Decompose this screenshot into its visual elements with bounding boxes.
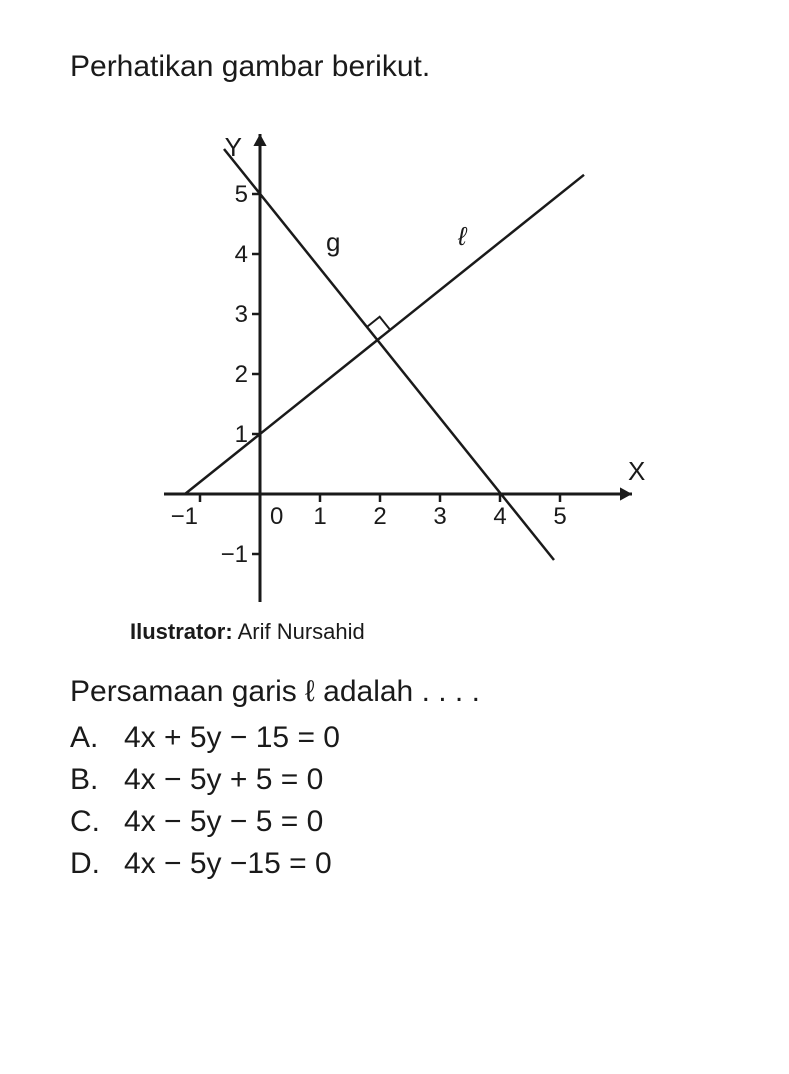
x-tick-label: 4 bbox=[493, 503, 506, 530]
line-g bbox=[224, 149, 554, 560]
perpendicular-mark bbox=[367, 317, 391, 330]
options-list: A. 4x + 5y − 15 = 0 B. 4x − 5y + 5 = 0 C… bbox=[70, 717, 719, 885]
x-tick-label: 5 bbox=[553, 503, 566, 530]
y-tick-label: 3 bbox=[235, 301, 248, 328]
illustrator-name: Arif Nursahid bbox=[238, 619, 365, 644]
chart-container: −1012345−112345XYgℓ bbox=[130, 104, 650, 609]
option-c: C. 4x − 5y − 5 = 0 bbox=[70, 801, 719, 843]
coordinate-chart: −1012345−112345XYgℓ bbox=[130, 104, 650, 604]
page-title: Perhatikan gambar berikut. bbox=[70, 50, 719, 84]
line-l bbox=[185, 175, 584, 494]
option-text: 4x − 5y − 5 = 0 bbox=[124, 801, 323, 843]
illustrator-credit: Ilustrator: Arif Nursahid bbox=[130, 619, 719, 645]
y-tick-label: 5 bbox=[235, 181, 248, 208]
y-tick-label: 2 bbox=[235, 361, 248, 388]
x-tick-label: −1 bbox=[171, 503, 198, 530]
x-axis-arrow bbox=[620, 487, 632, 500]
option-text: 4x − 5y + 5 = 0 bbox=[124, 759, 323, 801]
y-tick-label: −1 bbox=[221, 541, 248, 568]
line-label-l: ℓ bbox=[457, 221, 468, 251]
x-tick-label: 0 bbox=[270, 503, 283, 530]
x-tick-label: 1 bbox=[313, 503, 326, 530]
line-label-g: g bbox=[326, 227, 340, 257]
option-letter: A. bbox=[70, 717, 106, 759]
option-d: D. 4x − 5y −15 = 0 bbox=[70, 843, 719, 885]
y-tick-label: 4 bbox=[235, 241, 248, 268]
option-letter: C. bbox=[70, 801, 106, 843]
option-letter: D. bbox=[70, 843, 106, 885]
option-text: 4x + 5y − 15 = 0 bbox=[124, 717, 340, 759]
y-axis-label: Y bbox=[225, 132, 242, 162]
question-text: Persamaan garis ℓ adalah . . . . bbox=[70, 675, 719, 709]
x-axis-label: X bbox=[628, 456, 645, 486]
y-axis-arrow bbox=[253, 134, 266, 146]
illustrator-label: Ilustrator: bbox=[130, 619, 233, 644]
x-tick-label: 2 bbox=[373, 503, 386, 530]
option-letter: B. bbox=[70, 759, 106, 801]
option-b: B. 4x − 5y + 5 = 0 bbox=[70, 759, 719, 801]
option-a: A. 4x + 5y − 15 = 0 bbox=[70, 717, 719, 759]
x-tick-label: 3 bbox=[433, 503, 446, 530]
option-text: 4x − 5y −15 = 0 bbox=[124, 843, 332, 885]
